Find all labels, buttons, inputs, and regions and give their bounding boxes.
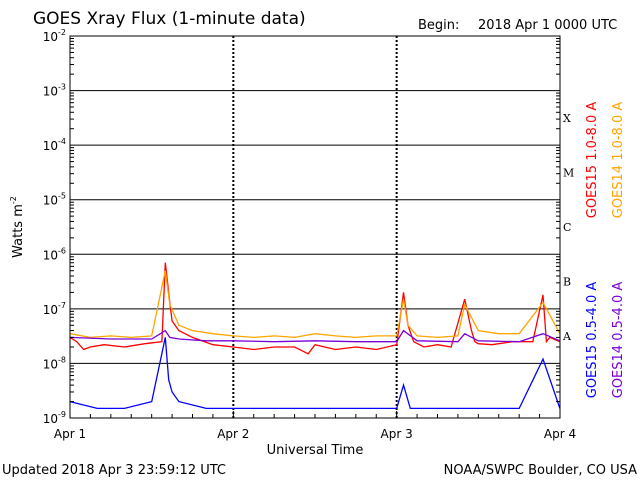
x-axis-label: Universal Time <box>267 443 364 458</box>
y-axis-label: Watts m-2 <box>9 196 26 258</box>
grid-layer <box>70 36 560 418</box>
updated-timestamp: Updated 2018 Apr 3 23:59:12 UTC <box>2 463 226 478</box>
y-tick-base: 10 <box>43 30 58 44</box>
legend-entry-0: GOES15 1.0-8.0 A <box>585 102 600 219</box>
y-tick-base: 10 <box>43 194 58 208</box>
legend-layer: GOES15 1.0-8.0 A GOES14 1.0-8.0 A GOES15 0… <box>585 102 626 399</box>
y-axis-label-group: Watts m-2 <box>9 196 26 258</box>
y-tick-exponent: -8 <box>58 355 66 364</box>
x-tick-label: Apr 4 <box>544 427 576 441</box>
y-tick-exponent: -7 <box>58 301 66 310</box>
y-tick-base: 10 <box>43 357 58 371</box>
begin-value: 2018 Apr 1 0000 UTC <box>478 18 617 33</box>
legend-entry-3: GOES14 0.5-4.0 A <box>611 282 626 399</box>
y-tick-exponent: -3 <box>58 83 66 92</box>
y-tick-label-1e-8: 10-8 <box>43 355 66 371</box>
series-line-1 <box>69 270 561 339</box>
y-axis-label-text: Watts m <box>11 204 26 258</box>
x-tick-label: Apr 2 <box>217 427 249 441</box>
y-tick-exponent: -5 <box>58 192 66 201</box>
flare-class-X: X <box>563 112 571 125</box>
legend-label-3: GOES14 0.5-4.0 A <box>611 282 626 399</box>
begin-label: Begin: <box>418 18 459 33</box>
series-line-3 <box>69 329 561 343</box>
y-tick-base: 10 <box>43 248 58 262</box>
flare-class-A: A <box>562 330 572 343</box>
y-tick-base: 10 <box>43 85 58 99</box>
y-tick-label-1e-5: 10-5 <box>43 192 66 208</box>
y-tick-label-1e-2: 10-2 <box>43 28 66 44</box>
y-tick-base: 10 <box>43 412 58 426</box>
y-tick-label-1e-6: 10-6 <box>43 246 66 262</box>
y-tick-exponent: -6 <box>58 246 66 255</box>
x-tick-label: Apr 1 <box>54 427 86 441</box>
legend-entry-1: GOES14 1.0-8.0 A <box>611 102 626 219</box>
credit-text: NOAA/SWPC Boulder, CO USA <box>444 463 637 478</box>
y-tick-exponent: -2 <box>58 28 66 37</box>
x-tick-label: Apr 3 <box>381 427 413 441</box>
y-tick-label-1e-7: 10-7 <box>43 301 66 317</box>
legend-label-0: GOES15 1.0-8.0 A <box>585 102 600 219</box>
y-tick-base: 10 <box>43 303 58 317</box>
legend-label-2: GOES15 0.5-4.0 A <box>585 282 600 399</box>
series-line-0 <box>69 262 561 355</box>
y-tick-base: 10 <box>43 139 58 153</box>
y-tick-exponent: -9 <box>58 410 66 419</box>
y-tick-label-1e-3: 10-3 <box>43 83 66 99</box>
y-tick-label-1e-9: 10-9 <box>43 410 66 426</box>
y-tick-exponent: -4 <box>58 137 66 146</box>
series-line-2 <box>69 337 561 410</box>
chart-title: GOES Xray Flux (1-minute data) <box>33 9 306 29</box>
legend-entry-2: GOES15 0.5-4.0 A <box>585 282 600 399</box>
y-tick-label-1e-4: 10-4 <box>43 137 66 153</box>
legend-label-1: GOES14 1.0-8.0 A <box>611 102 626 219</box>
flare-class-C: C <box>563 221 571 234</box>
flare-class-B: B <box>563 276 571 289</box>
flare-class-M: M <box>563 166 574 179</box>
y-axis-label-exponent: -2 <box>9 196 18 204</box>
series-layer <box>69 262 561 410</box>
